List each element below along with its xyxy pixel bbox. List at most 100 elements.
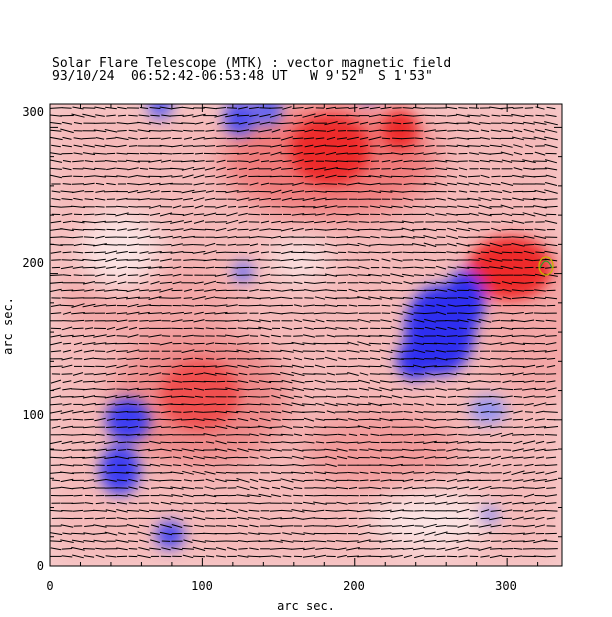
field-vector (94, 456, 106, 459)
field-vector (424, 318, 436, 323)
field-vector (524, 144, 534, 148)
field-vector (469, 212, 479, 216)
field-vector (291, 547, 305, 550)
field-vector (302, 334, 316, 338)
field-vector (404, 319, 412, 322)
field-vector (390, 273, 404, 278)
field-vector (391, 311, 403, 315)
field-vector (115, 212, 129, 217)
field-vector (138, 311, 150, 315)
field-vector (192, 228, 206, 231)
field-vector (357, 274, 371, 277)
field-vector (414, 426, 424, 428)
field-vector (62, 220, 72, 224)
field-vector (314, 167, 326, 171)
field-vector (489, 395, 503, 398)
field-vector (303, 540, 315, 543)
field-vector (445, 441, 459, 444)
field-vector (523, 532, 535, 535)
field-vector (302, 403, 316, 406)
field-vector (93, 448, 107, 452)
field-vector (425, 304, 435, 307)
field-vector (170, 395, 184, 398)
field-vector (424, 456, 436, 460)
field-vector (183, 502, 193, 505)
field-vector (148, 289, 162, 292)
field-vector (71, 532, 85, 535)
field-vector (546, 380, 556, 383)
field-vector (282, 555, 292, 558)
field-vector (424, 531, 436, 536)
field-vector (335, 486, 349, 490)
field-vector (468, 433, 480, 436)
field-vector (523, 395, 535, 399)
field-vector (522, 198, 536, 201)
field-vector (127, 493, 139, 498)
field-vector (302, 509, 316, 513)
field-vector (237, 403, 249, 406)
field-vector (159, 288, 173, 293)
field-vector (182, 174, 194, 179)
field-vector (205, 221, 215, 223)
field-vector (161, 380, 171, 383)
field-vector (533, 402, 547, 407)
field-vector (534, 448, 546, 452)
field-vector (359, 387, 369, 391)
field-vector (480, 174, 490, 179)
field-vector (325, 525, 337, 527)
field-vector (390, 349, 404, 353)
field-vector (313, 113, 327, 118)
field-vector (325, 289, 337, 292)
field-vector (62, 342, 72, 345)
field-vector (370, 258, 380, 262)
field-vector (425, 403, 435, 406)
field-vector (502, 418, 512, 421)
field-vector (115, 455, 129, 460)
field-vector (513, 167, 523, 171)
field-vector (158, 297, 174, 299)
field-vector (326, 372, 336, 376)
field-vector (480, 472, 490, 474)
field-vector (71, 113, 85, 118)
field-vector (83, 548, 95, 550)
field-vector (172, 205, 182, 209)
field-vector (369, 410, 381, 414)
field-vector (227, 342, 237, 345)
field-vector (369, 228, 381, 231)
field-vector (480, 114, 490, 117)
field-vector (480, 251, 490, 254)
field-vector (501, 509, 513, 513)
field-vector (401, 448, 415, 452)
field-vector (380, 129, 392, 132)
field-vector (423, 190, 437, 193)
field-vector (258, 493, 272, 498)
field-vector (281, 441, 293, 444)
field-vector (193, 387, 205, 391)
field-vector (117, 228, 127, 231)
magnetogram-image (50, 104, 562, 566)
field-vector (533, 555, 547, 558)
field-vector (291, 402, 305, 407)
field-vector (511, 319, 525, 323)
field-vector (546, 365, 556, 368)
observation-date: 93/10/24 (52, 69, 115, 84)
field-vector (379, 395, 393, 399)
field-vector (403, 441, 413, 444)
field-vector (523, 327, 535, 330)
field-vector (260, 441, 270, 444)
field-vector (315, 441, 325, 444)
field-vector (456, 539, 470, 543)
field-vector (192, 250, 206, 254)
field-vector (291, 190, 305, 193)
field-vector (116, 122, 128, 125)
field-vector (227, 243, 237, 246)
field-vector (467, 402, 481, 407)
field-vector (324, 160, 338, 163)
field-vector (467, 318, 481, 323)
field-vector (490, 509, 502, 512)
field-vector (238, 106, 248, 110)
field-vector (281, 167, 293, 170)
field-vector (105, 525, 117, 527)
field-vector (313, 540, 327, 543)
field-vector (139, 380, 149, 383)
